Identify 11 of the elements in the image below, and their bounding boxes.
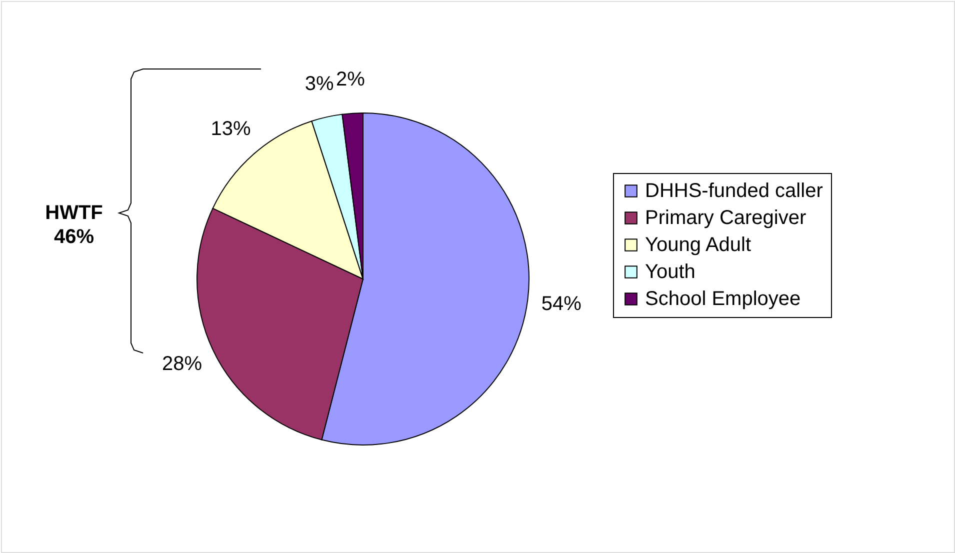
data-label: 28%: [162, 353, 202, 376]
legend-label: Youth: [645, 261, 696, 283]
legend-label: Young Adult: [645, 234, 752, 256]
data-label: 13%: [210, 118, 251, 140]
legend-label: Primary Caregiver: [645, 207, 806, 229]
legend-label: DHHS-funded caller: [645, 180, 824, 202]
data-label: 54%: [541, 293, 582, 316]
text: HWTF 46%: [45, 202, 103, 248]
legend-label: School Employee: [645, 288, 801, 310]
data-label: 2%: [336, 68, 366, 90]
data-label: 3%: [304, 72, 334, 95]
